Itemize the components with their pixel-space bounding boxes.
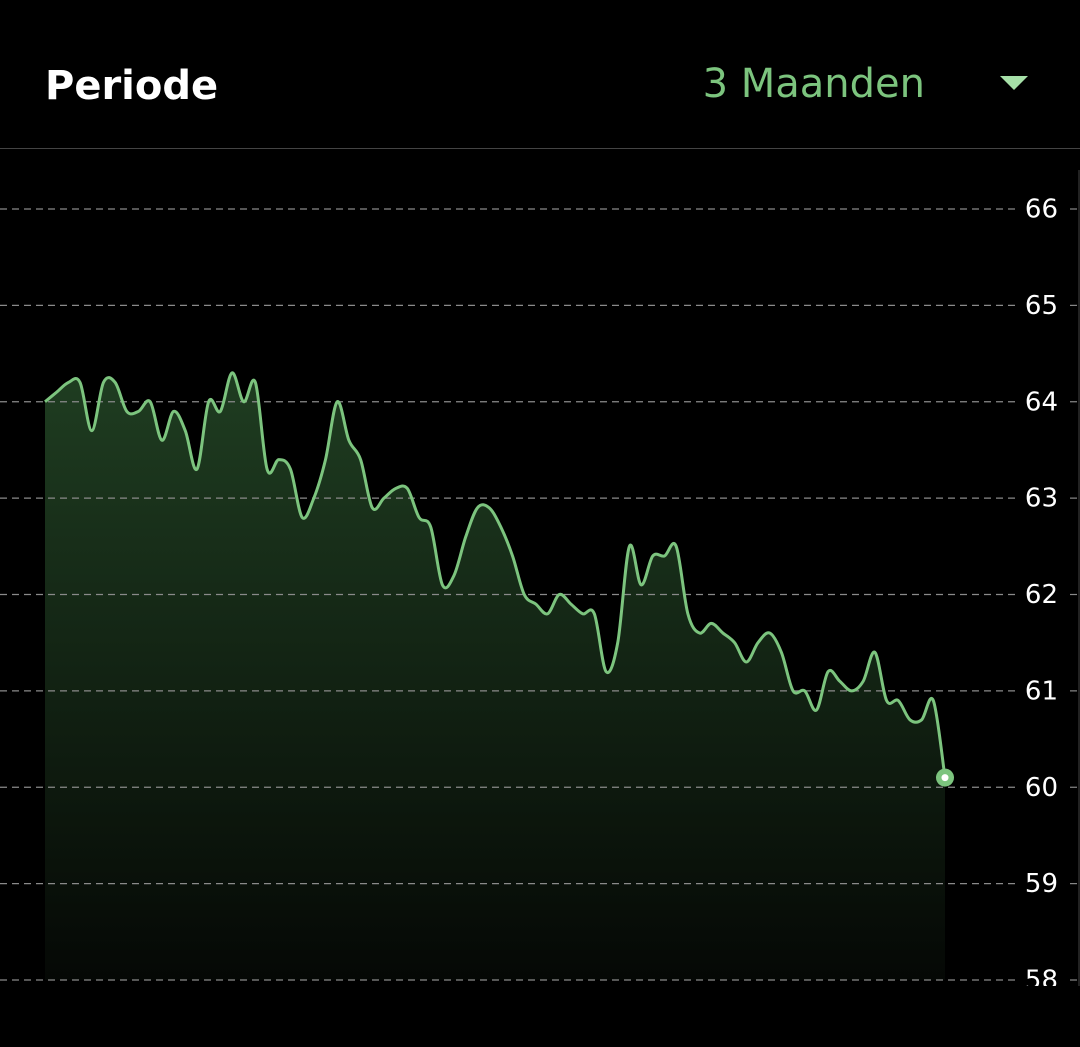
- y-tick-label: 63: [1025, 484, 1058, 514]
- y-tick-label: 59: [1025, 869, 1058, 899]
- y-tick-label: 60: [1025, 773, 1058, 803]
- y-tick-label: 58: [1025, 966, 1058, 996]
- dropdown-arrow[interactable]: [1000, 76, 1028, 90]
- area-fill: [45, 372, 945, 980]
- period-label: Periode: [45, 63, 218, 109]
- end-marker-dot: [941, 774, 949, 782]
- y-tick-label: 62: [1025, 580, 1058, 610]
- y-tick-label: 61: [1025, 676, 1058, 706]
- period-selector[interactable]: 3 Maanden: [703, 61, 925, 107]
- line: [44, 371, 947, 778]
- y-tick-label: 65: [1025, 291, 1058, 321]
- chart: 58 59 60 61 62 63 64 65 66: [0, 170, 1080, 996]
- y-tick-label: 66: [1025, 195, 1058, 225]
- y-tick-label: 64: [1025, 387, 1058, 417]
